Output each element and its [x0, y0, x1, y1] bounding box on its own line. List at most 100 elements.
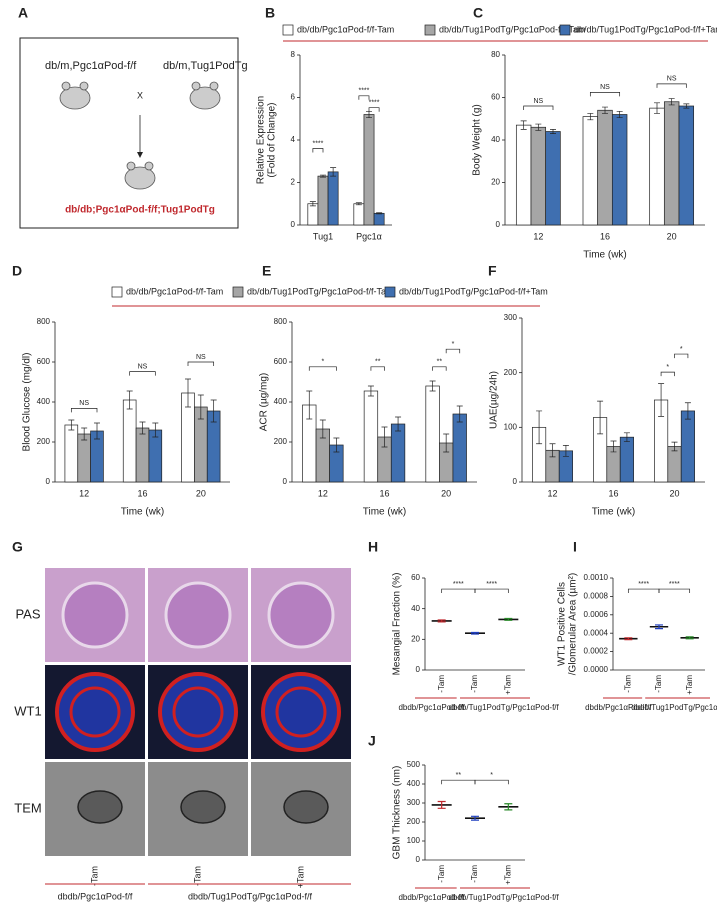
error-bar	[685, 636, 694, 640]
bar	[317, 175, 329, 226]
x-tick-label: -Tam	[470, 865, 479, 883]
y-tick-label: 300	[504, 313, 518, 322]
significance-bracket	[660, 371, 675, 377]
error-bar	[139, 421, 146, 435]
bar	[680, 410, 695, 483]
bar	[64, 424, 79, 483]
bar	[373, 212, 385, 226]
x-tick-label: +Tam	[685, 675, 694, 695]
y-tick-label: 0	[291, 220, 296, 229]
significance-bracket	[368, 107, 380, 112]
significance-bracket	[589, 92, 621, 97]
error-bar	[587, 113, 594, 121]
legend-label: db/db/Tug1PodTg/Pgc1αPod-f/f-Tam	[439, 24, 585, 34]
y-tick-label: 100	[407, 836, 421, 845]
legend-swatch	[384, 286, 396, 298]
y-tick-label: 8	[291, 50, 296, 59]
legend-swatch	[232, 286, 244, 298]
parent-right: db/m,Tug1PodTg	[163, 60, 248, 72]
significance-label: NS	[196, 354, 206, 361]
significance-bracket	[627, 588, 660, 594]
error-bar	[504, 803, 513, 811]
x-axis-label: Time (wk)	[592, 507, 636, 518]
significance-label: *	[666, 364, 669, 371]
x-axis-label: Time (wk)	[363, 507, 407, 518]
significance-bracket	[308, 366, 337, 371]
y-tick-label: 0	[46, 477, 51, 486]
y-axis-label: Mesangial Fraction (%)	[392, 573, 403, 676]
y-tick-label: 0	[416, 855, 421, 864]
panel-label: F	[488, 263, 497, 279]
y-axis-label: WT1 Positive Cells	[557, 582, 568, 666]
significance-label: **	[437, 359, 443, 366]
y-tick-label: 20	[411, 634, 420, 643]
error-bar	[536, 410, 543, 445]
error-bar	[624, 637, 633, 641]
significance-bracket	[358, 95, 370, 100]
error-bar	[437, 619, 446, 623]
legend-label: db/db/Tug1PodTg/Pgc1αPod-f/f+Tam	[399, 286, 548, 296]
y-axis-label: (Fold of Change)	[267, 102, 278, 177]
error-bar	[658, 383, 665, 417]
group-label: dbdb/Pgc1αPod-f/f	[585, 703, 652, 712]
significance-label: ****	[369, 100, 380, 107]
x-tick-label: 12	[547, 488, 557, 498]
y-tick-label: 400	[37, 397, 51, 406]
significance-bracket	[432, 366, 447, 371]
error-bar	[376, 212, 383, 215]
column-label: +Tam	[295, 866, 305, 888]
y-tick-label: 200	[37, 437, 51, 446]
y-tick-label: 400	[274, 397, 288, 406]
y-axis-label: UAE(µg/24h)	[489, 371, 500, 429]
y-axis-label: ACR (µg/mg)	[259, 373, 270, 432]
y-tick-label: 60	[411, 573, 420, 582]
cell	[77, 790, 123, 824]
stain	[275, 686, 327, 738]
significance-bracket	[658, 588, 691, 594]
y-tick-label: 40	[411, 604, 420, 613]
error-bar	[520, 120, 527, 130]
error-bar	[309, 201, 316, 207]
y-tick-label: 0.0004	[584, 628, 609, 637]
y-tick-label: 0.0002	[584, 647, 609, 656]
error-bar	[655, 624, 663, 630]
column-label: -Tam	[192, 866, 202, 886]
cross: X	[137, 90, 143, 100]
bar	[611, 114, 628, 226]
error-bar	[81, 427, 88, 441]
glomerulus	[55, 672, 135, 752]
error-bar	[185, 378, 191, 408]
panel-label: B	[265, 5, 275, 21]
significance-bracket	[474, 588, 509, 594]
error-bar	[471, 631, 479, 635]
error-bar	[654, 102, 660, 114]
significance-bracket	[656, 83, 687, 88]
x-tick-label: Tug1	[313, 231, 333, 241]
x-tick-label: 20	[196, 488, 206, 498]
significance-bracket	[187, 361, 215, 366]
error-bar	[671, 441, 678, 452]
bar	[122, 399, 137, 483]
stain	[69, 686, 121, 738]
y-tick-label: 0	[496, 220, 501, 229]
significance-bracket	[441, 779, 476, 785]
bar	[515, 124, 532, 226]
significance-label: NS	[533, 98, 543, 105]
panel-label: E	[262, 263, 271, 279]
y-axis-label: Body Weight (g)	[472, 104, 483, 176]
x-tick-label: -Tam	[623, 675, 632, 693]
x-tick-label: 20	[667, 231, 677, 241]
significance-label: *	[490, 772, 493, 779]
x-tick-label: 12	[318, 488, 328, 498]
x-tick-label: +Tam	[503, 675, 512, 695]
group-label: dbdb/Tug1PodTg/Pgc1αPod-f/f	[449, 703, 560, 712]
panel-label: I	[573, 539, 577, 555]
error-bar	[197, 394, 204, 420]
error-bar	[152, 422, 159, 438]
significance-bracket	[445, 348, 461, 354]
bar	[425, 385, 440, 483]
significance-label: **	[456, 772, 462, 779]
significance-bracket	[70, 408, 98, 413]
group-label: dbdb/Pgc1αPod-f/f	[398, 703, 465, 712]
x-axis-label: Time (wk)	[121, 507, 165, 518]
